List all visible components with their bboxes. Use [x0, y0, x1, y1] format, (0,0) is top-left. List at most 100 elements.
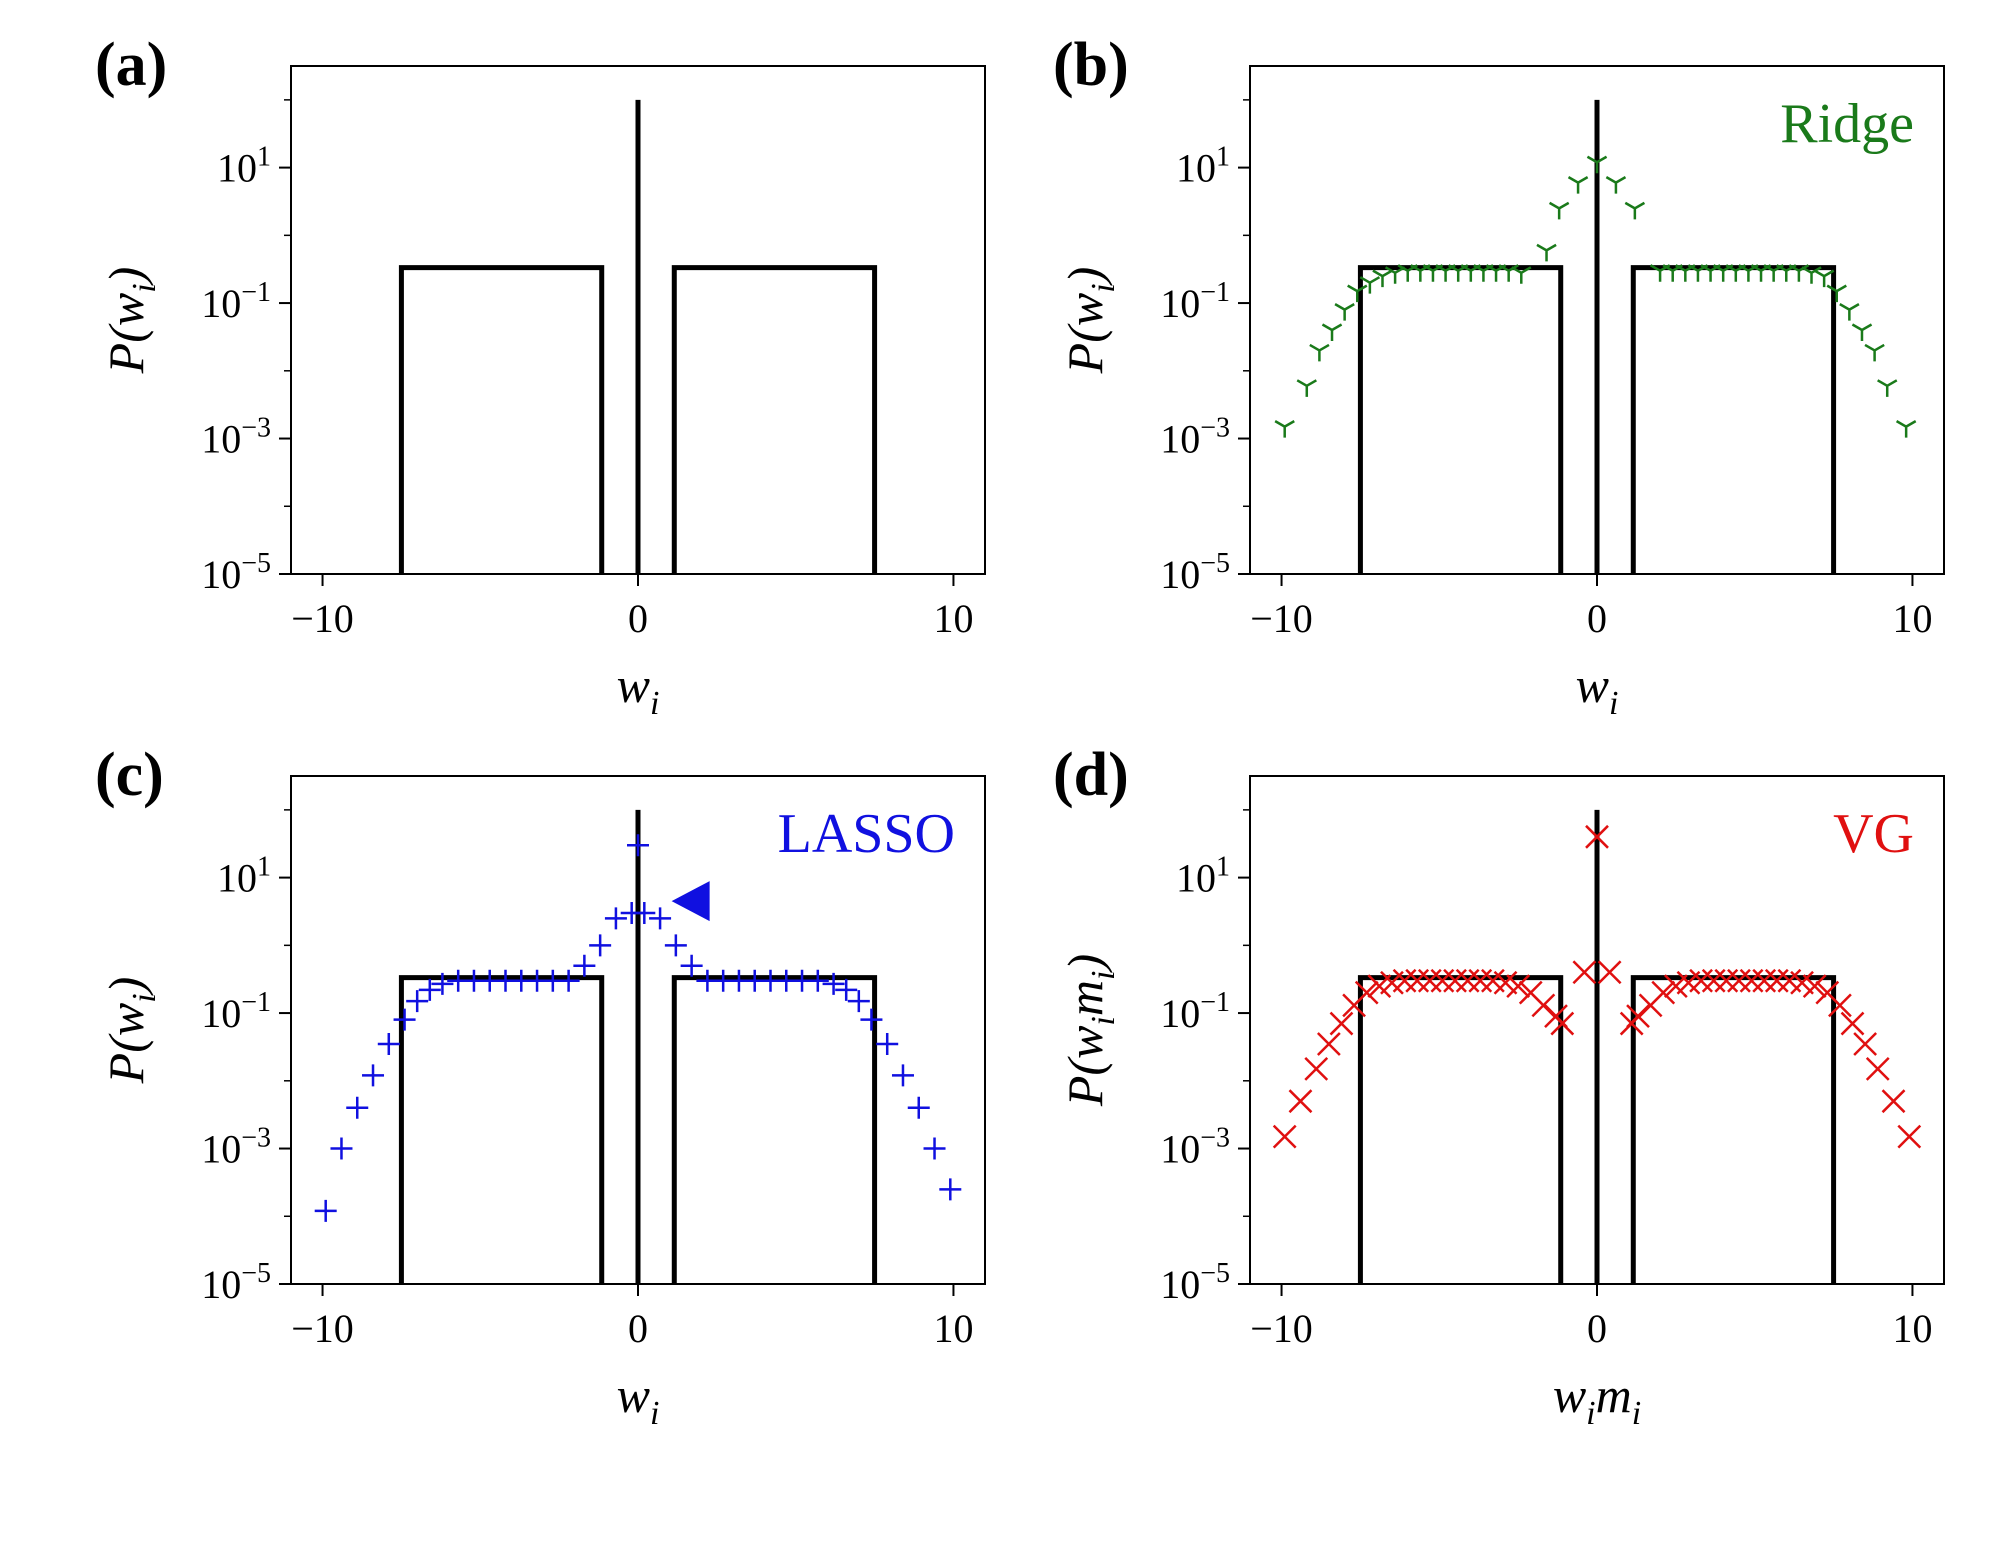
y-axis-label-main: P(w [1057, 293, 1113, 375]
y-tick-label: 10−3 [201, 1123, 271, 1172]
plot-data [314, 809, 962, 1284]
y-tick-exponent: 1 [1216, 142, 1230, 173]
x-tick-label: 10 [1892, 596, 1932, 641]
ridge-point [1511, 266, 1532, 284]
lasso-point [393, 1008, 416, 1031]
vg-point [1752, 968, 1777, 993]
y-tick-label: 10−3 [1160, 1123, 1230, 1172]
x-tick-label: 10 [933, 596, 973, 641]
ridge-point [1422, 264, 1444, 282]
y-tick-base: 10 [201, 1262, 241, 1307]
vg-point [1840, 1011, 1865, 1036]
vg-point [1443, 968, 1467, 993]
y-tick-exponent: −5 [241, 1258, 271, 1289]
vg-point [1405, 968, 1430, 993]
ridge-point [1321, 323, 1343, 342]
vg-point [1316, 1032, 1341, 1056]
x-axis-label-main: w [617, 657, 650, 713]
y-tick-label: 101 [1176, 142, 1230, 191]
lasso-point [649, 907, 672, 930]
y-axis-label-close: ) [98, 977, 154, 997]
true-distribution-right-box [671, 975, 878, 1284]
lasso-point [860, 1008, 883, 1031]
lasso-point [418, 978, 441, 1001]
vg-point [1897, 1124, 1922, 1149]
vg-point [1739, 968, 1764, 993]
ridge-point [1309, 343, 1330, 362]
lasso-point [806, 969, 829, 992]
x-tick-label: 10 [933, 1306, 973, 1351]
lasso-point [589, 934, 612, 957]
y-axis-label-mid: m [1057, 980, 1113, 1016]
y-tick-base: 10 [201, 1127, 241, 1172]
x-axis-label-sub: i [1586, 1395, 1595, 1432]
y-tick-exponent: −3 [241, 1123, 271, 1154]
x-tick-label: −10 [291, 1306, 354, 1351]
true-distribution-left-box [398, 975, 605, 1284]
ridge-point [1725, 264, 1746, 282]
ridge-point [1687, 264, 1709, 282]
lasso-marker-triangle [671, 881, 710, 922]
ridge-point [1347, 284, 1368, 303]
lasso-point [627, 834, 649, 857]
vg-point [1802, 974, 1827, 998]
ridge-point [1473, 264, 1494, 282]
vg-point [1531, 993, 1556, 1018]
lasso-point [664, 934, 687, 957]
legend-label: LASSO [778, 803, 955, 865]
y-tick-exponent: −1 [1200, 987, 1230, 1018]
vg-point [1304, 1056, 1329, 1081]
ridge-point [1813, 269, 1835, 288]
x-axis-label: wimi [1553, 1367, 1641, 1432]
ridge-point [1586, 155, 1608, 174]
lasso-point [431, 972, 454, 995]
y-tick-base: 10 [201, 991, 241, 1036]
lasso-point [633, 902, 656, 925]
x-axis-label-second: m [1596, 1367, 1632, 1423]
y-tick-label: 10−5 [201, 548, 271, 597]
y-axis-label-mid-sub: i [1085, 971, 1122, 980]
x-tick-label: 10 [1892, 1306, 1932, 1351]
ridge-point [1675, 264, 1696, 282]
lasso-point [822, 972, 845, 995]
vg-point [1288, 1089, 1313, 1114]
y-tick-base: 10 [217, 146, 257, 191]
y-tick-label: 10−3 [1160, 413, 1230, 462]
ridge-point [1763, 264, 1784, 282]
ridge-point [1738, 264, 1759, 282]
true-distribution-left-box [1357, 265, 1564, 574]
true-distribution-right-box [1630, 265, 1837, 574]
panel-d-label: (d) [1053, 741, 1129, 809]
y-tick-label: 10−3 [201, 413, 271, 462]
x-axis-label-main: w [1553, 1367, 1586, 1423]
ridge-point [1485, 264, 1507, 282]
x-axis-label-main: w [1576, 657, 1609, 713]
vg-point [1689, 968, 1713, 993]
y-axis-label-main: P(w [1057, 1026, 1113, 1108]
ridge-point [1567, 176, 1589, 194]
y-tick-base: 10 [201, 417, 241, 462]
vg-point [1764, 968, 1789, 993]
y-tick-label: 101 [217, 142, 271, 191]
lasso-point [835, 978, 858, 1001]
ridge-point [1662, 264, 1683, 282]
y-tick-base: 10 [1160, 991, 1200, 1036]
lasso-point [406, 990, 429, 1013]
ridge-point [1801, 266, 1822, 284]
ridge-point [1649, 264, 1671, 282]
y-tick-exponent: −3 [1200, 1123, 1230, 1154]
vg-point [1392, 968, 1417, 993]
ridge-point [1397, 264, 1418, 282]
y-tick-base: 10 [201, 281, 241, 326]
ridge-point [1826, 284, 1847, 303]
vg-point [1853, 1032, 1878, 1056]
lasso-point [330, 1137, 353, 1160]
vg-point [1597, 960, 1622, 985]
y-axis-label-main: P(w [98, 293, 154, 375]
x-axis-label-main: w [617, 1367, 650, 1423]
x-tick-label: −10 [1250, 1306, 1313, 1351]
y-tick-exponent: 1 [257, 852, 271, 883]
